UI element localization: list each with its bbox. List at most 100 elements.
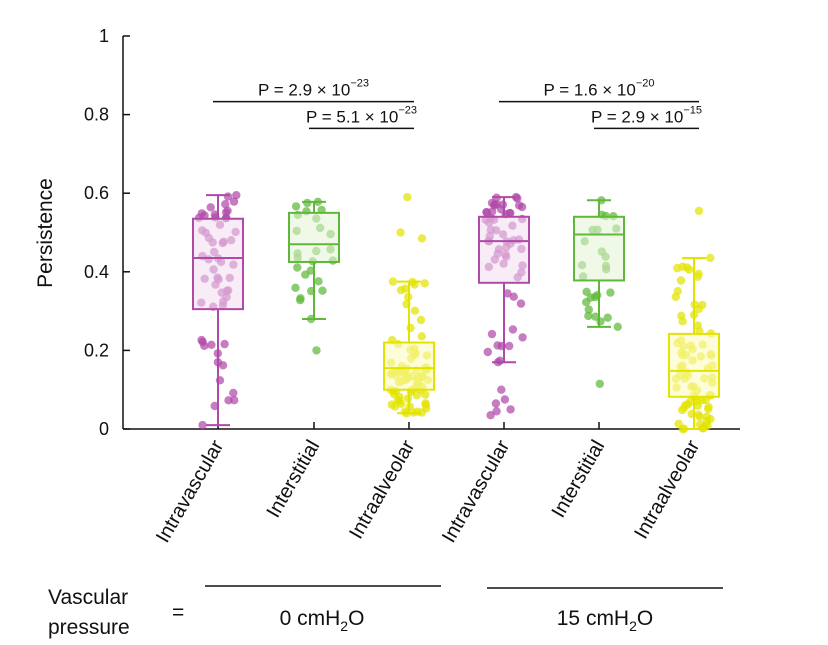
data-point [509, 292, 518, 301]
data-point [306, 266, 315, 275]
p-value-label: P = 2.9 × 10−15 [591, 104, 702, 126]
condition2-prefix: 15 cmH [557, 607, 629, 630]
data-point [492, 407, 501, 416]
data-point [396, 399, 406, 408]
p-value-label: P = 5.1 × 10−23 [306, 104, 417, 126]
data-point [584, 311, 593, 321]
data-point [486, 411, 495, 420]
data-point [497, 385, 506, 394]
data-point [197, 209, 206, 218]
y-tick-label: 0 [99, 419, 109, 439]
data-point [200, 341, 209, 350]
data-point [698, 300, 707, 310]
significance-annotations: P = 2.9 × 10−23P = 5.1 × 10−23P = 1.6 × … [213, 78, 702, 130]
iqr-box [288, 211, 340, 263]
data-point [593, 291, 602, 300]
data-point [223, 206, 232, 215]
data-point [511, 192, 521, 202]
category-label: Intraalveolar [345, 436, 419, 543]
data-point [229, 197, 239, 206]
condition2-label: 15 cmH2O [557, 607, 654, 634]
data-point [206, 203, 215, 212]
p-value-exponent: −20 [636, 78, 655, 90]
data-point [693, 272, 702, 281]
data-point [403, 192, 412, 202]
data-point [685, 265, 694, 274]
condition2-subscript: 2 [629, 618, 637, 634]
y-tick-label: 0.6 [84, 183, 109, 203]
y-tick-label: 1 [99, 26, 109, 46]
data-point [291, 202, 301, 211]
data-point [500, 395, 510, 404]
p-value-text: P = 2.9 × 10 [258, 81, 350, 100]
data-point [318, 286, 327, 295]
data-point [706, 414, 715, 424]
data-point [596, 317, 605, 326]
data-point [584, 305, 593, 314]
y-tick-label: 0.2 [84, 340, 109, 360]
y-axis-title: Persistence [34, 178, 57, 288]
data-point [503, 289, 512, 298]
category-label: Intravascular [152, 436, 228, 546]
data-point [417, 332, 426, 341]
y-tick-label: 0.4 [84, 262, 109, 282]
p-value-text: P = 2.9 × 10 [591, 107, 683, 126]
data-point [613, 322, 622, 331]
iqr-box [478, 215, 530, 284]
data-point [221, 200, 230, 209]
data-point [421, 390, 430, 399]
data-point [606, 288, 615, 297]
data-point [694, 206, 704, 216]
p-value-text: P = 5.1 × 10 [306, 107, 398, 126]
data-point [207, 340, 216, 349]
condition1-prefix: 0 cmH [280, 607, 341, 630]
data-point [487, 329, 497, 339]
p-value-label: P = 2.9 × 10−23 [258, 78, 369, 100]
category-label: Intraalveolar [630, 436, 704, 543]
data-point [198, 420, 207, 430]
data-point [482, 208, 492, 217]
p-value-text: P = 1.6 × 10 [544, 81, 636, 100]
data-point [678, 262, 687, 271]
data-point [303, 198, 312, 208]
p-value-exponent: −15 [683, 104, 702, 116]
data-point [582, 287, 591, 296]
data-point [406, 323, 415, 333]
data-point [417, 234, 427, 243]
data-point [508, 325, 518, 334]
data-point [420, 279, 429, 288]
condition1-label: 0 cmH2O [280, 607, 365, 634]
data-point [312, 346, 321, 355]
p-value-exponent: −23 [350, 78, 369, 90]
data-point [232, 191, 241, 200]
data-point [417, 408, 426, 417]
iqr-box [192, 217, 244, 311]
data-point [229, 388, 238, 398]
data-point [694, 410, 703, 419]
data-point [706, 253, 715, 263]
vascular-pressure-label-line1: Vascular [48, 586, 128, 609]
data-point [677, 311, 686, 320]
data-point [701, 395, 710, 405]
p-value-label: P = 1.6 × 10−20 [544, 78, 655, 100]
data-point [210, 401, 219, 411]
category-label: Interstitial [262, 437, 324, 522]
data-point [291, 283, 300, 292]
data-point [516, 299, 526, 308]
condition1-suffix: O [348, 607, 364, 630]
data-point [704, 402, 713, 412]
data-point [493, 341, 502, 350]
data-points [194, 191, 717, 434]
data-point [506, 405, 515, 414]
data-point [296, 295, 305, 305]
data-point [416, 315, 426, 325]
data-point [412, 391, 422, 400]
data-point [514, 201, 524, 210]
data-point [314, 277, 323, 286]
boxes [192, 194, 720, 430]
data-point [223, 192, 233, 201]
data-point [491, 399, 501, 408]
category-label: Intravascular [438, 436, 514, 546]
data-point [421, 399, 430, 408]
